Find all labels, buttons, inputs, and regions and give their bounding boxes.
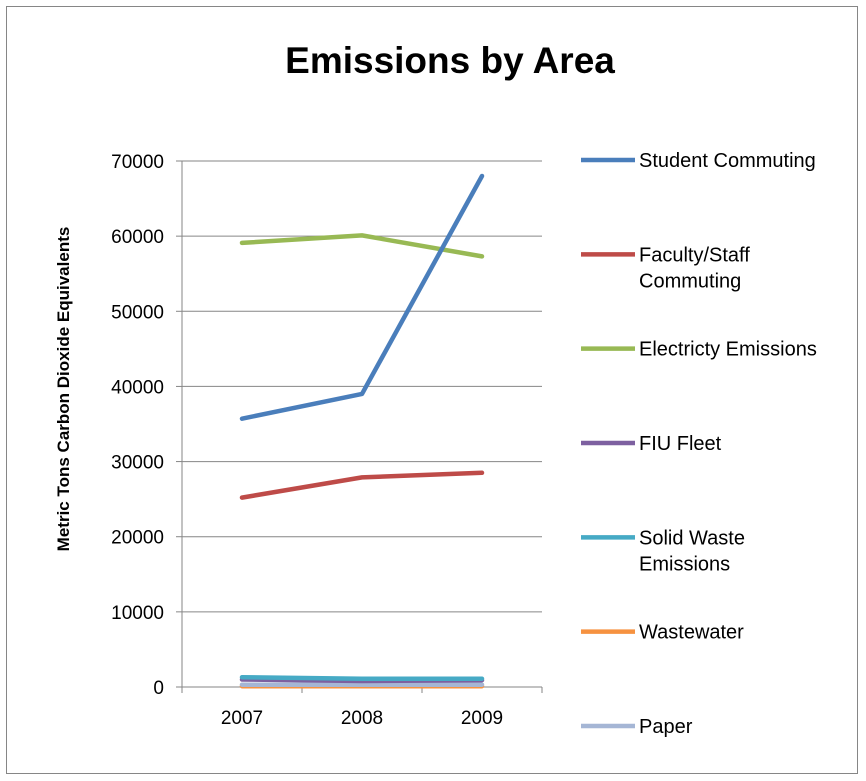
series-line-0 — [239, 173, 485, 421]
legend-label: Wastewater — [639, 622, 744, 644]
line-chart: Emissions by Area Metric Tons Carbon Dio… — [54, 40, 817, 738]
y-tick-label: 70000 — [111, 152, 164, 173]
y-tick-label: 0 — [153, 678, 164, 699]
axes — [176, 160, 543, 693]
y-tick-labels: 0 10000 20000 30000 40000 50000 60000 70000 — [111, 152, 164, 699]
series-line-1 — [239, 470, 485, 500]
x-tick-label: 2009 — [461, 708, 503, 729]
legend-label: Faculty/Staff — [639, 244, 750, 266]
y-tick-label: 40000 — [111, 377, 164, 398]
legend-label: Emissions — [639, 553, 730, 575]
legend-label: Paper — [639, 716, 693, 738]
chart-frame: Emissions by Area Metric Tons Carbon Dio… — [6, 6, 858, 774]
legend-label: Electricty Emissions — [639, 339, 817, 361]
legend-label: FIU Fleet — [639, 433, 722, 455]
series-lines — [239, 173, 485, 689]
y-axis-label: Metric Tons Carbon Dioxide Equivalents — [54, 227, 73, 552]
legend: Student Commuting Faculty/Staff Commuting E… — [581, 150, 817, 738]
x-tick-labels: 2007 2008 2009 — [221, 708, 503, 729]
legend-label: Solid Waste — [639, 527, 745, 549]
gridlines — [182, 160, 542, 613]
legend-label: Commuting — [639, 270, 741, 292]
y-tick-label: 50000 — [111, 302, 164, 323]
y-tick-label: 20000 — [111, 528, 164, 549]
y-tick-label: 60000 — [111, 227, 164, 248]
legend-label: Student Commuting — [639, 150, 816, 172]
x-tick-label: 2008 — [341, 708, 383, 729]
y-tick-label: 10000 — [111, 603, 164, 624]
y-tick-label: 30000 — [111, 453, 164, 474]
series-line-4 — [239, 674, 485, 681]
x-tick-label: 2007 — [221, 708, 263, 729]
chart-title: Emissions by Area — [285, 40, 615, 81]
